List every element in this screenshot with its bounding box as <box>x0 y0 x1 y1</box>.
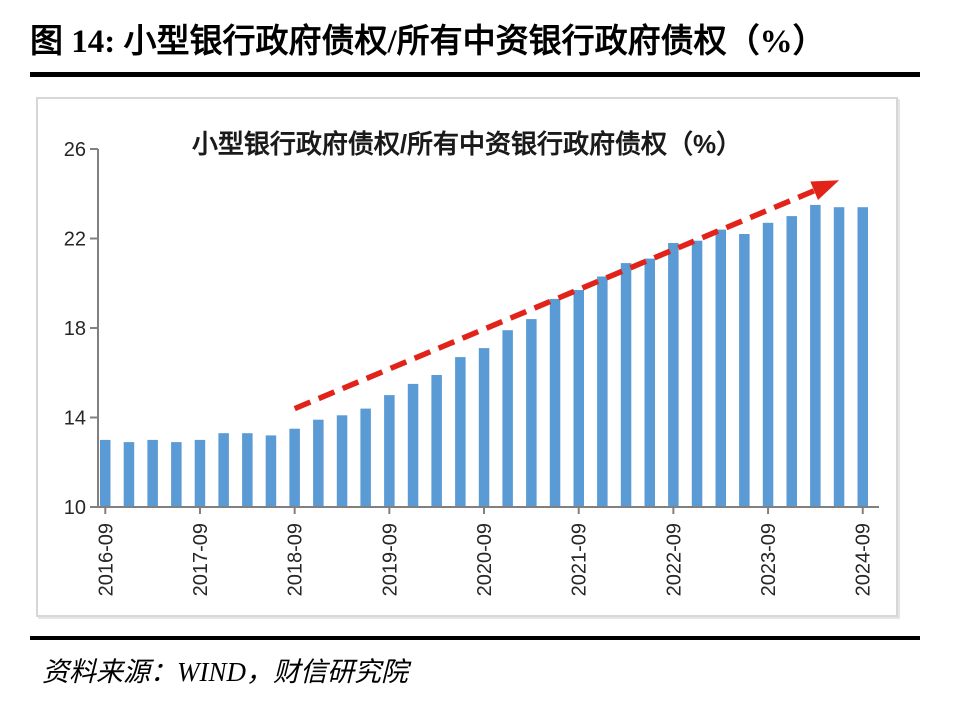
x-tick-label-2024-09: 2024-09 <box>853 523 875 596</box>
bar-2017-06 <box>171 442 182 507</box>
bar-2022-06 <box>644 258 655 507</box>
bar-2021-06 <box>549 298 561 507</box>
bar-2021-09 <box>573 290 584 507</box>
source-note: 资料来源：WIND，财信研究院 <box>42 657 408 687</box>
trend-arrow-head <box>810 180 840 200</box>
y-tick-label-10: 10 <box>64 497 86 519</box>
bar-2021-12 <box>597 276 608 507</box>
x-tick-label-2023-09: 2023-09 <box>758 523 780 596</box>
bar-2018-06 <box>265 435 277 507</box>
bar-2020-12 <box>502 330 513 507</box>
figure-title: 图 14: 小型银行政府债权/所有中资银行政府债权（%） <box>30 24 826 60</box>
x-tick-label-2018-09: 2018-09 <box>285 523 307 596</box>
title-divider <box>30 72 920 77</box>
y-tick-label-26: 26 <box>64 139 86 161</box>
bar-2023-06 <box>739 234 750 507</box>
bar-2019-12 <box>407 383 419 507</box>
bar-2019-03 <box>336 415 348 507</box>
bar-2018-09 <box>289 428 300 507</box>
bar-chart: 10 14 18 22 26 2016-09 2017-09 2018-09 2019-09 20… <box>64 139 879 596</box>
bar-2017-09 <box>194 439 206 507</box>
bar-2020-03 <box>431 375 442 507</box>
bar-2023-09 <box>762 222 774 508</box>
bar-2022-03 <box>620 263 632 507</box>
x-tick-label-2016-09: 2016-09 <box>95 523 117 596</box>
x-tick-label-2020-09: 2020-09 <box>474 523 496 596</box>
bar-2016-12 <box>123 442 135 507</box>
bar-2020-09 <box>478 348 490 507</box>
bar-2020-06 <box>455 357 466 507</box>
bar-2016-09 <box>100 439 111 507</box>
bar-2017-12 <box>218 433 229 507</box>
trend-arrow-shaft <box>293 186 819 412</box>
x-tick-label-2017-09: 2017-09 <box>190 523 212 596</box>
bar-2022-12 <box>691 240 703 507</box>
bar-2019-09 <box>384 395 395 507</box>
bar-2023-03 <box>715 229 726 507</box>
y-tick-label-22: 22 <box>64 229 86 251</box>
chart-title: 小型银行政府债权/所有中资银行政府债权（%） <box>191 129 743 159</box>
y-tick-label-18: 18 <box>64 318 86 340</box>
chart-frame: 小型银行政府债权/所有中资银行政府债权（%） 10 14 18 22 26 2016-09… <box>36 97 898 617</box>
x-tick-label-2022-09: 2022-09 <box>663 523 685 596</box>
bar-2022-09 <box>668 243 679 507</box>
bar-2019-06 <box>360 408 371 507</box>
bar-2024-03 <box>810 204 821 507</box>
source-divider <box>30 636 920 640</box>
bar-2021-03 <box>526 319 537 507</box>
bar-2023-12 <box>786 216 797 507</box>
bar-2018-03 <box>242 433 253 507</box>
bar-2018-12 <box>313 419 324 507</box>
y-tick-label-14: 14 <box>64 408 86 430</box>
bar-2024-09 <box>857 207 868 507</box>
x-tick-label-2021-09: 2021-09 <box>569 523 591 596</box>
x-tick-label-2019-09: 2019-09 <box>379 523 401 596</box>
bar-2017-03 <box>147 439 158 507</box>
bar-2024-06 <box>833 207 845 507</box>
